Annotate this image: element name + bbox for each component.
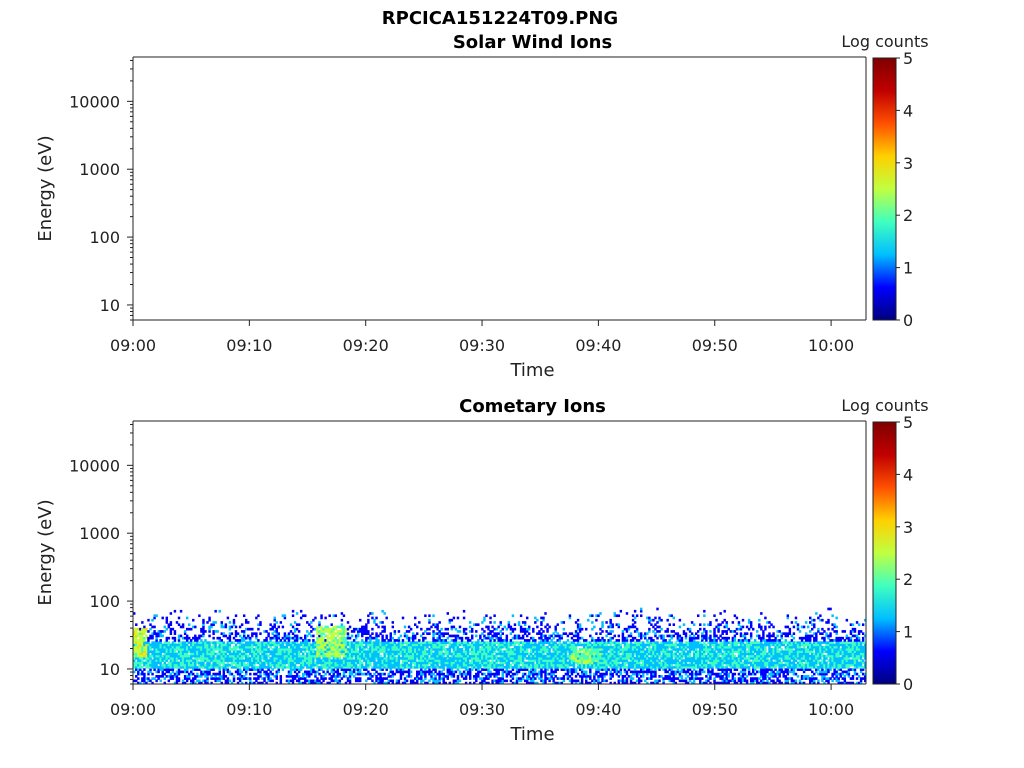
- y-tick-label: 10: [100, 660, 120, 679]
- colorbar-tick-label: 3: [903, 518, 913, 537]
- x-tick-label: 09:50: [692, 336, 738, 355]
- x-tick-label: 09:10: [226, 700, 272, 719]
- x-tick-label: 09:40: [575, 700, 621, 719]
- colorbar: [872, 57, 897, 321]
- x-tick-label: 10:00: [808, 336, 854, 355]
- x-tick-label: 09:40: [575, 336, 621, 355]
- panel-title: Solar Wind Ions: [453, 32, 612, 53]
- y-axis-label: Energy (eV): [35, 135, 56, 241]
- y-tick-label: 100: [89, 228, 120, 247]
- x-tick-label: 09:00: [110, 336, 156, 355]
- colorbar-tick-label: 2: [903, 570, 913, 589]
- y-tick-label: 10: [100, 296, 120, 315]
- x-tick-label: 09:30: [459, 700, 505, 719]
- colorbar-tick-label: 3: [903, 154, 913, 173]
- x-tick-label: 10:00: [808, 700, 854, 719]
- x-tick-label: 09:20: [343, 700, 389, 719]
- colorbar-tick-label: 0: [903, 675, 913, 694]
- panel-title: Cometary Ions: [459, 396, 606, 417]
- y-tick-label: 10000: [69, 92, 120, 111]
- colorbar-tick-label: 5: [903, 413, 913, 432]
- panel-cometary-ions: Cometary Ions 09:00 09:10 09:20 09:30 09:40 09…: [35, 396, 929, 745]
- colorbar-tick-label: 2: [903, 206, 913, 225]
- colorbar-label: Log counts: [841, 396, 928, 415]
- y-tick-label: 10000: [69, 456, 120, 475]
- colorbar-tick-label: 1: [903, 623, 913, 642]
- x-axis-label: Time: [509, 360, 554, 381]
- colorbar: [872, 421, 897, 685]
- x-tick-label: 09:50: [692, 700, 738, 719]
- y-tick-label: 1000: [79, 524, 120, 543]
- x-tick-label: 09:20: [343, 336, 389, 355]
- colorbar-tick-label: 4: [903, 465, 913, 484]
- y-tick-label: 100: [89, 592, 120, 611]
- x-tick-label: 09:00: [110, 700, 156, 719]
- panel-solar-wind-ions: Solar Wind Ions 09:00 09:10 09:20 09:30 09:40…: [35, 32, 929, 381]
- colorbar-label: Log counts: [841, 32, 928, 51]
- x-tick-label: 09:10: [226, 336, 272, 355]
- y-tick-label: 1000: [79, 160, 120, 179]
- heatmap-cells: [133, 607, 866, 684]
- colorbar-tick-label: 0: [903, 311, 913, 330]
- colorbar-tick-label: 1: [903, 259, 913, 278]
- x-axis-label: Time: [509, 724, 554, 745]
- colorbar-tick-label: 4: [903, 101, 913, 120]
- colorbar-tick-label: 5: [903, 49, 913, 68]
- figure-title: RPCICA151224T09.PNG: [382, 8, 618, 29]
- x-tick-label: 09:30: [459, 336, 505, 355]
- y-axis-label: Energy (eV): [35, 499, 56, 605]
